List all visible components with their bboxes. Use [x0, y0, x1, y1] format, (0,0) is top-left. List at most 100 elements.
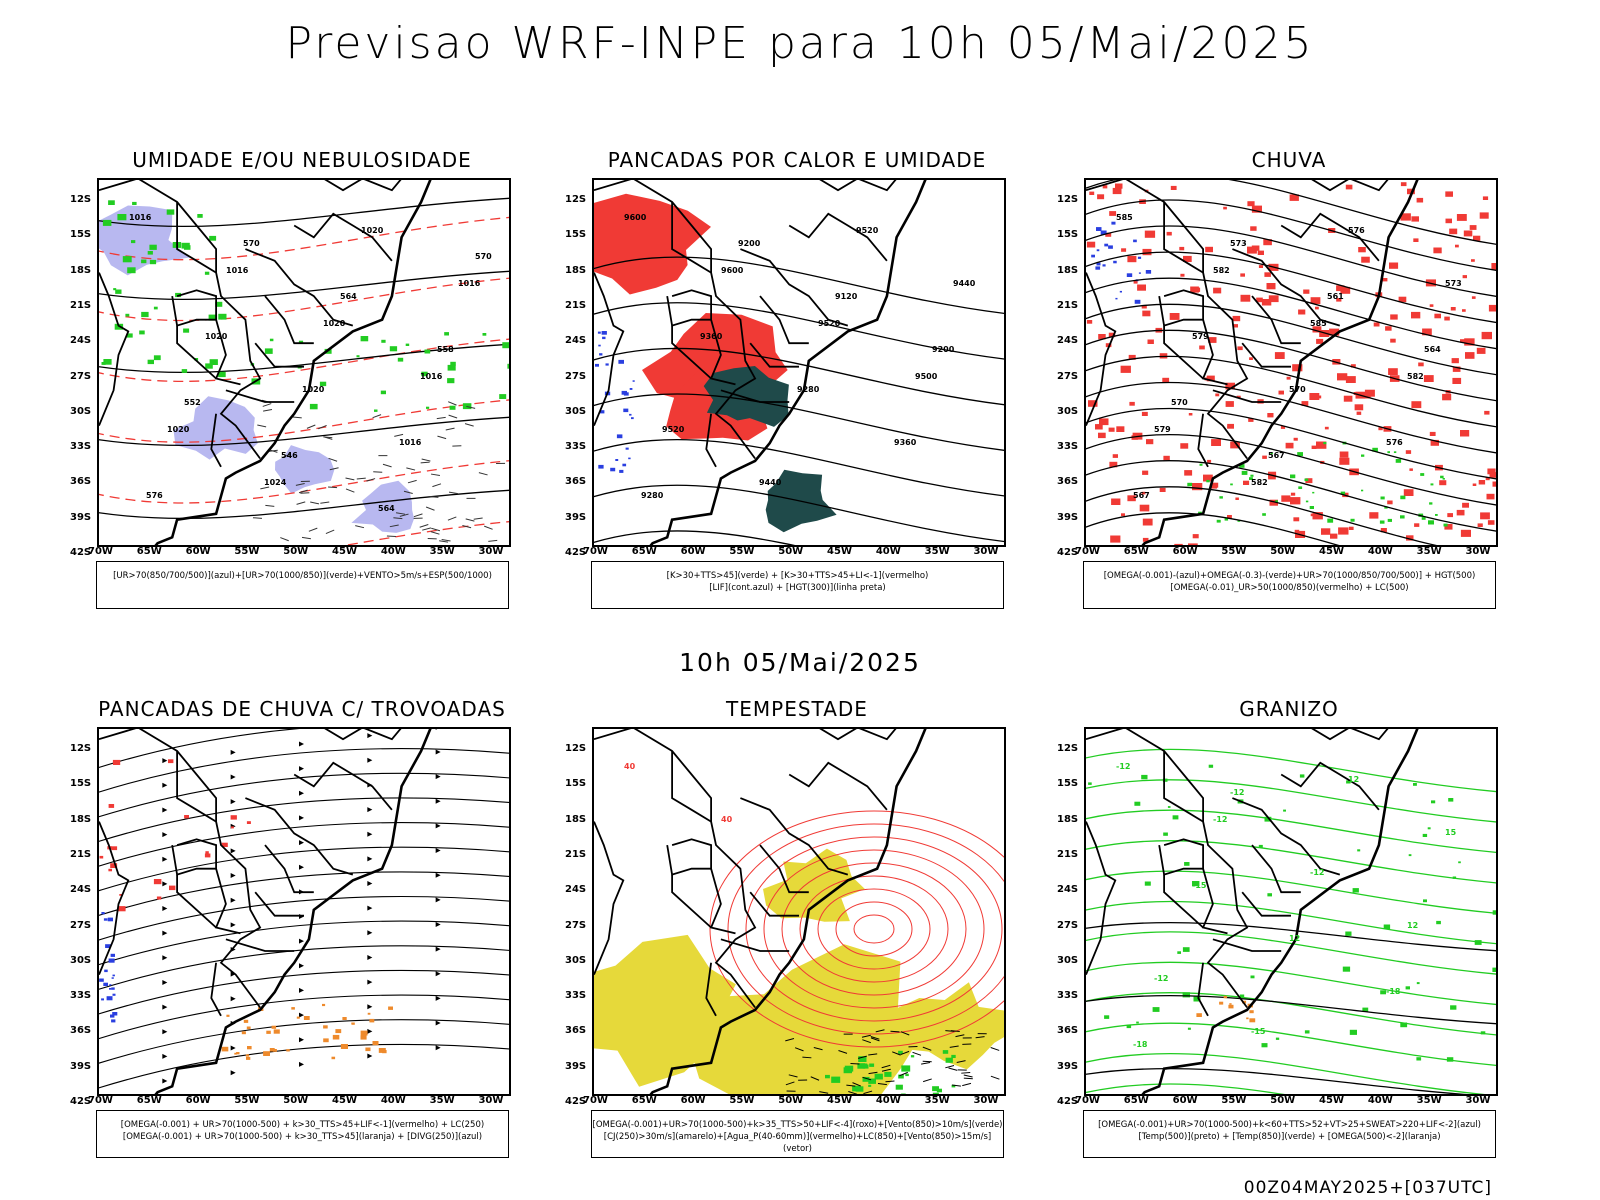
- thunder-orange-area: [365, 1047, 371, 1052]
- rain-red-area: [1409, 468, 1413, 471]
- lif-contour: [597, 331, 601, 334]
- contour-label: -12: [1310, 868, 1324, 877]
- wind850-green-area: [855, 1086, 864, 1092]
- lat-tick-label: 39S: [70, 511, 92, 523]
- rain-green-area: [1350, 518, 1355, 522]
- border-line: [1086, 180, 1249, 460]
- contour-label: -12: [1154, 974, 1168, 983]
- stream-arrow: [162, 979, 168, 985]
- rain-green-area: [1206, 479, 1210, 483]
- stream-arrow: [299, 766, 304, 772]
- lat-tick-label: 42S: [70, 547, 92, 558]
- lon-tick-label: 45W: [332, 1095, 357, 1106]
- humidity-green-area: [426, 406, 430, 409]
- temp850-contour: [1086, 748, 1496, 793]
- thunder-orange-area: [221, 1046, 229, 1052]
- rain-red-area: [1225, 382, 1235, 390]
- border-line: [176, 325, 217, 380]
- wind-vector: [955, 1034, 965, 1038]
- border-line: [214, 319, 241, 386]
- contour-label: 1016: [458, 279, 481, 288]
- border-line: [1212, 938, 1282, 952]
- thunder-orange-area: [323, 1038, 329, 1043]
- temp850-contour: [1427, 827, 1431, 830]
- rain-red-area: [1476, 347, 1486, 354]
- rain-green-area: [1249, 477, 1253, 480]
- contour-label: 9600: [721, 266, 744, 275]
- lat-tick-label: 42S: [70, 1096, 92, 1107]
- hgt300-contour: [594, 347, 1004, 406]
- thunder-red-area: [118, 906, 126, 912]
- rain-red-area: [1472, 483, 1477, 486]
- border-line: [594, 821, 625, 975]
- streamline: [99, 822, 509, 867]
- map-plot: 585 582 585 582 579 582 576 573 579 570 576 567 573 5…: [1086, 180, 1496, 545]
- border-line: [1232, 248, 1341, 327]
- rain-red-area: [1211, 439, 1221, 446]
- coastline: [649, 180, 927, 545]
- temp850-contour: [1448, 798, 1454, 802]
- wind-vector: [868, 1071, 878, 1075]
- rain-green-area: [1400, 495, 1406, 500]
- lon-tick-label: 65W: [136, 546, 162, 557]
- humidity-green-area: [380, 390, 386, 395]
- rain-red-area: [1479, 212, 1489, 219]
- border-line: [671, 751, 712, 823]
- border-line: [254, 891, 304, 917]
- temp850-contour: [1182, 947, 1190, 952]
- divergence-blue-area: [109, 984, 112, 986]
- wind850-green-area: [858, 1056, 867, 1062]
- lon-tick-label: 35W: [924, 546, 950, 557]
- contour-label: 576: [1348, 226, 1365, 235]
- thunder-orange-area: [247, 1046, 252, 1050]
- border-line: [666, 289, 712, 327]
- rain-red-area: [1139, 504, 1150, 512]
- wind-vector: [922, 1046, 932, 1051]
- rain-green-area: [1380, 496, 1385, 500]
- wind-vector: [310, 501, 320, 505]
- rain-red-area: [1110, 535, 1121, 543]
- rain-red-area: [1278, 390, 1284, 395]
- stream-arrow: [162, 906, 168, 912]
- map-5: 40 40: [592, 727, 1006, 1096]
- wind-vector: [382, 463, 392, 468]
- lat-tick-label: 12S: [1057, 194, 1079, 205]
- wind-vector: [419, 524, 429, 528]
- stream-arrow: [299, 1061, 304, 1067]
- rain-green-area: [1387, 518, 1392, 522]
- rain-red-area: [1450, 307, 1456, 311]
- wind-vector: [868, 1053, 878, 1056]
- streamline: [99, 729, 509, 769]
- thunder-orange-area: [263, 1051, 270, 1056]
- rain-red-area: [1223, 206, 1227, 210]
- contour-label: 582: [1251, 478, 1268, 487]
- wind850-green-area: [932, 1092, 939, 1094]
- temp850-contour: [1416, 982, 1420, 985]
- wind-vector: [448, 491, 459, 495]
- lat-tick-label: 12S: [1057, 743, 1079, 754]
- rain-red-area: [1382, 278, 1388, 282]
- wind-vector: [394, 433, 404, 437]
- panel-title: UMIDADE E/OU NEBULOSIDADE: [132, 148, 472, 172]
- lat-tick-label: 21S: [70, 848, 92, 860]
- wind-vector: [862, 1039, 871, 1044]
- rain-red-area: [1116, 426, 1125, 432]
- stream-arrow: [299, 963, 304, 969]
- wind-vector: [861, 1034, 871, 1038]
- lc850-contour: [799, 875, 949, 983]
- temp850-contour: [1423, 899, 1427, 903]
- border-line: [99, 729, 262, 1009]
- border-line: [1232, 797, 1341, 876]
- rain-green-area: [1430, 483, 1434, 486]
- humidity-green-area: [450, 361, 456, 366]
- rain-red-area: [1312, 326, 1322, 333]
- wind-vector: [420, 461, 430, 464]
- rain-red-area: [1324, 426, 1329, 430]
- lat-tick-label: 36S: [565, 476, 587, 488]
- humidity-green-area: [309, 403, 318, 410]
- contour-label: 9360: [894, 438, 917, 447]
- wind-vector: [300, 492, 310, 494]
- rain-red-area: [1141, 305, 1147, 309]
- border-line: [1163, 874, 1204, 929]
- coastline: [1141, 180, 1419, 545]
